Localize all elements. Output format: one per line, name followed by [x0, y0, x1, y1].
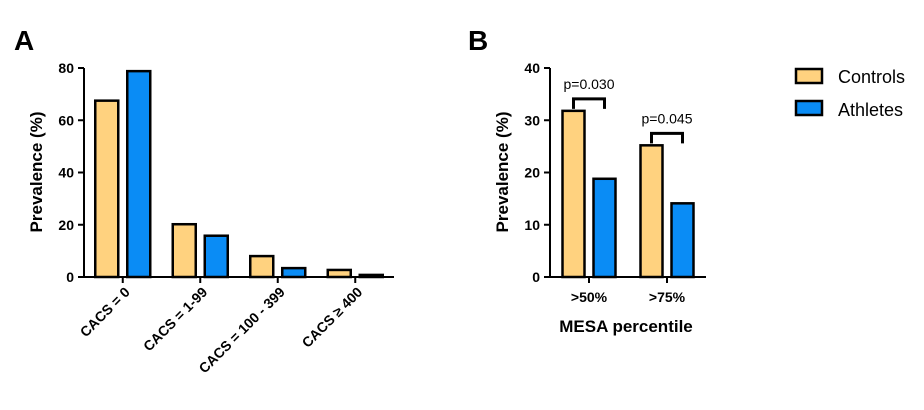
x-tick-label: CACS = 1-99 [140, 284, 211, 355]
panel-b-label: B [468, 25, 488, 56]
panel-a-bars [94, 69, 384, 279]
bar-controls-0 [561, 109, 586, 279]
p-value-label: p=0.030 [564, 76, 615, 92]
y-tick-label: 30 [524, 112, 540, 128]
bar-controls-3 [326, 268, 352, 279]
bar-athletes-1 [670, 202, 695, 279]
panel-a-label: A [14, 25, 34, 56]
y-tick-label: 0 [532, 269, 540, 285]
x-tick-label: CACS = 0 [77, 284, 133, 340]
y-tick-label: 0 [66, 269, 74, 285]
bar-athletes-3 [358, 273, 384, 279]
p-value-label: p=0.045 [642, 110, 693, 126]
legend-label-athletes: Athletes [838, 100, 903, 120]
panel-b-x-axis-title: MESA percentile [559, 317, 693, 336]
x-tick-label: CACS = 100 - 399 [195, 284, 288, 377]
significance-bracket [650, 131, 684, 144]
bar-athletes-0 [592, 177, 617, 279]
legend: Controls Athletes [794, 67, 905, 120]
y-tick-label: 80 [58, 60, 74, 76]
bar-controls-2 [249, 254, 275, 279]
x-tick-label: >50% [571, 289, 608, 305]
bar-athletes-1 [203, 234, 229, 279]
legend-label-controls: Controls [838, 67, 905, 87]
x-tick-label: >75% [649, 289, 686, 305]
y-tick-label: 10 [524, 217, 540, 233]
y-tick-label: 40 [58, 165, 74, 181]
y-tick-label: 60 [58, 112, 74, 128]
legend-swatch-athletes [794, 99, 824, 117]
bar-athletes-2 [281, 266, 307, 279]
y-tick-label: 20 [524, 165, 540, 181]
bar-controls-1 [171, 222, 197, 279]
significance-bracket [572, 97, 606, 109]
panel-b-bars [561, 109, 695, 279]
panel-b-significance-annotations: p=0.030 p=0.045 [564, 76, 693, 144]
y-tick-label: 20 [58, 217, 74, 233]
panel-b-tick-labels: 0 10 20 30 40 >50% >75% [524, 60, 685, 305]
bar-athletes-0 [126, 69, 152, 279]
bar-controls-1 [639, 144, 664, 279]
panel-a-y-axis-title: Prevalence (%) [27, 112, 46, 233]
legend-swatch-controls [794, 67, 824, 85]
y-tick-label: 40 [524, 60, 540, 76]
bar-controls-0 [94, 99, 120, 279]
x-tick-label: CACS ≥ 400 [299, 284, 366, 351]
panel-b-chart: B Prevalence (%) MESA percentile 0 10 20 30… [468, 25, 706, 336]
panel-a-axes [78, 67, 394, 283]
panel-b-y-axis-title: Prevalence (%) [493, 112, 512, 233]
